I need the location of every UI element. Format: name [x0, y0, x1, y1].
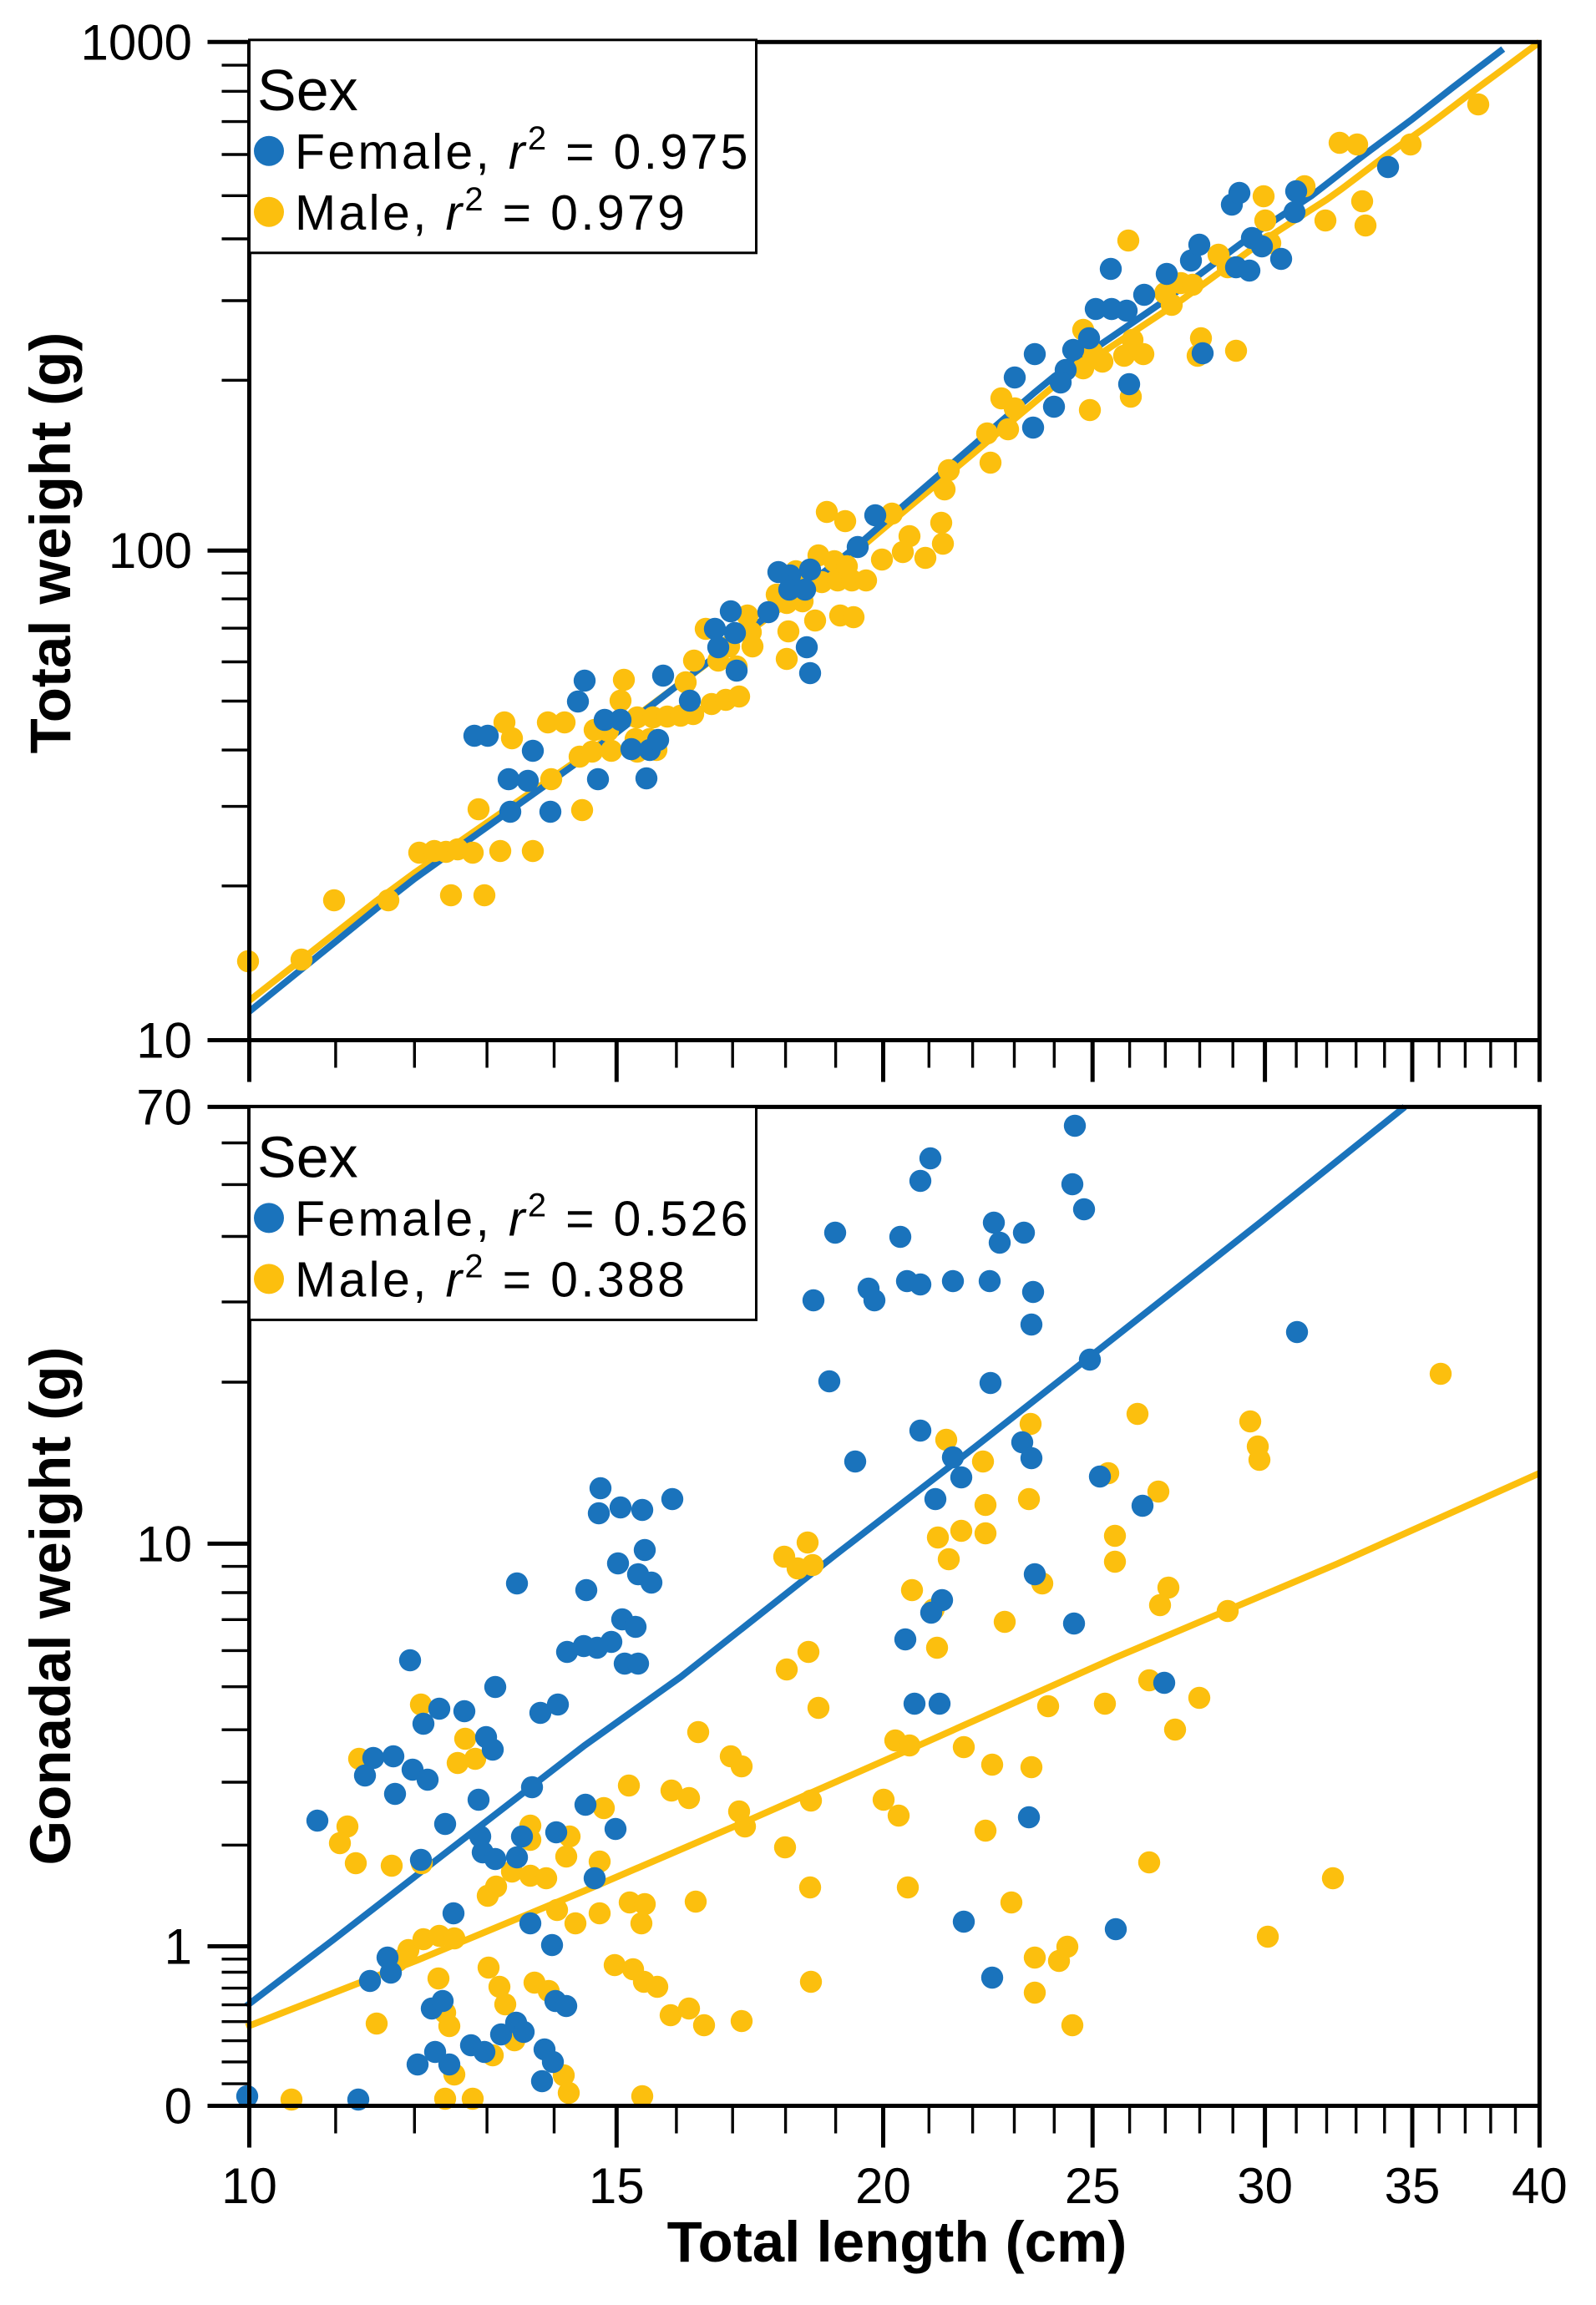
svg-text:1: 1 — [165, 1919, 192, 1975]
svg-text:Sex: Sex — [257, 58, 358, 123]
svg-text:70: 70 — [136, 1079, 192, 1135]
svg-text:25: 25 — [1065, 2158, 1121, 2214]
svg-text:Female, r2 = 0.526: Female, r2 = 0.526 — [295, 1187, 751, 1246]
svg-text:Male, r2 = 0.388: Male, r2 = 0.388 — [295, 1248, 687, 1307]
svg-text:40: 40 — [1512, 2158, 1568, 2214]
svg-text:30: 30 — [1237, 2158, 1293, 2214]
svg-text:Total length (cm): Total length (cm) — [667, 2210, 1127, 2274]
svg-text:10: 10 — [221, 2158, 277, 2214]
svg-text:1000: 1000 — [81, 14, 192, 70]
svg-text:10: 10 — [136, 1516, 192, 1572]
svg-text:10: 10 — [136, 1013, 192, 1069]
svg-text:35: 35 — [1385, 2158, 1441, 2214]
svg-text:0: 0 — [165, 2079, 192, 2135]
svg-text:Female, r2 = 0.975: Female, r2 = 0.975 — [295, 120, 751, 180]
svg-text:Sex: Sex — [257, 1124, 358, 1189]
svg-text:100: 100 — [109, 523, 192, 579]
svg-text:20: 20 — [855, 2158, 911, 2214]
svg-text:Gonadal weight (g): Gonadal weight (g) — [18, 1347, 83, 1866]
svg-text:Total weight (g): Total weight (g) — [18, 332, 83, 754]
svg-text:15: 15 — [589, 2158, 645, 2214]
svg-text:Male, r2 = 0.979: Male, r2 = 0.979 — [295, 181, 687, 241]
